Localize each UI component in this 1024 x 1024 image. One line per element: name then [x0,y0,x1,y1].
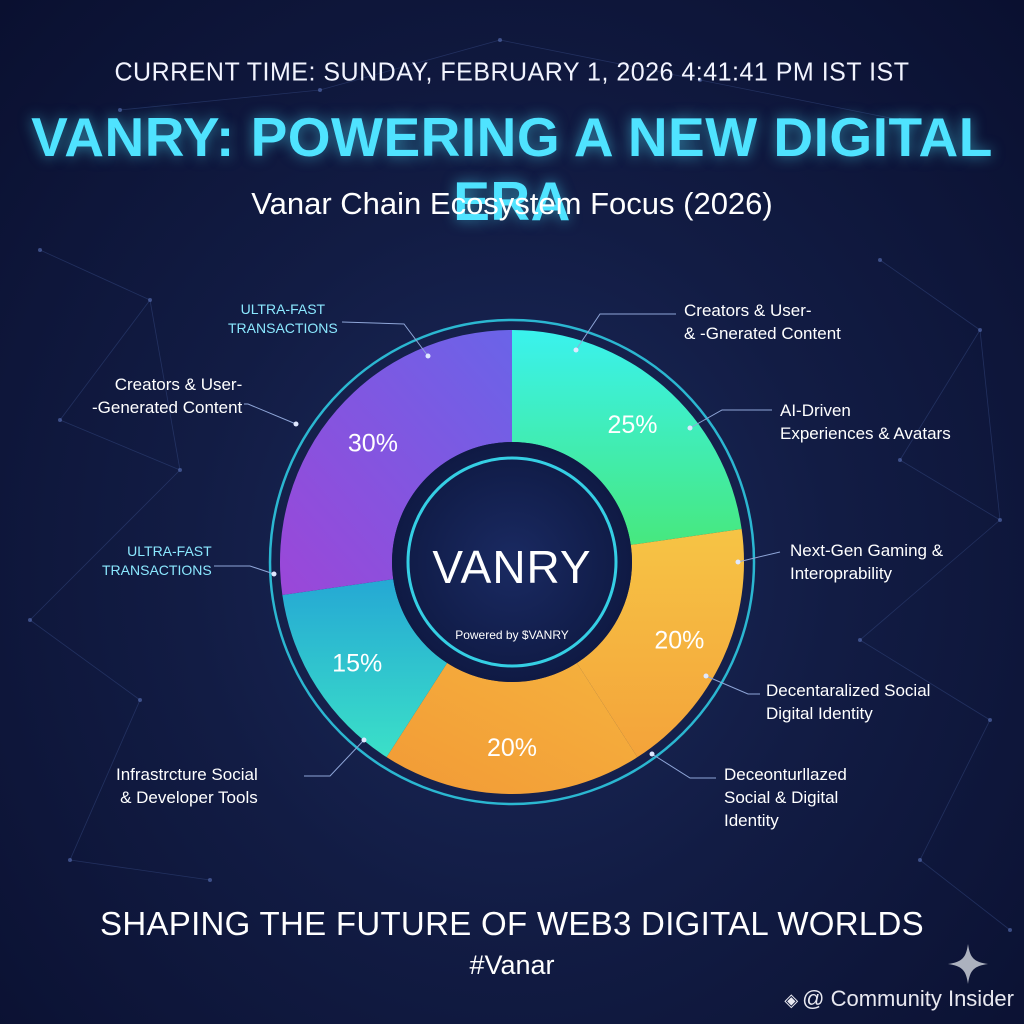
pie-slice-3 [386,662,638,794]
pie-slice-4 [282,579,448,758]
network-node [978,328,982,332]
annotation-ultra-fast-top: ULTRA-FAST TRANSACTIONS [228,301,338,336]
annotation-ultra-fast-left: ULTRA-FAST TRANSACTIONS [102,543,212,578]
annotation-deceonturllazed: Deceonturllazed Social & Digital Identit… [724,765,847,830]
network-node [118,108,122,112]
network-node [498,38,502,42]
network-line [699,79,901,121]
pie-slice-1 [512,330,742,545]
network-node [318,88,322,92]
pie-slice-2 [576,528,744,758]
network-line [69,859,211,881]
inner-ring [406,456,618,668]
network-line [899,329,981,461]
leader-line-9 [341,321,429,357]
donut-hole [392,442,632,682]
annotation-creators-left: Creators & User- -Generated Content [92,375,243,417]
center-label: VANRY [432,541,592,593]
leader-line-3 [737,551,781,563]
leader-dot-3 [735,559,741,565]
network-line [39,249,151,301]
binance-logo-icon: ◈ [784,990,799,1010]
leader-line-2 [689,409,772,429]
network-node [28,618,32,622]
center-sublabel: Powered by $VANRY [455,628,569,642]
network-node [138,698,142,702]
annotation-next-gen-gaming: Next-Gen Gaming & Interoprability [790,541,944,583]
leader-dot-4 [703,673,709,679]
network-line [29,619,141,701]
watermark-text: @ Community Insider [802,986,1014,1011]
network-node [918,858,922,862]
leader-line-7 [214,565,275,575]
annotation-infrastructure: Infrastrcture Social & Developer Tools [116,765,258,807]
network-node [698,78,702,82]
slice-label-4: 15% [332,649,382,677]
page-subtitle: Vanar Chain Ecosystem Focus (2026) [251,186,773,221]
leader-dot-5 [649,751,655,757]
network-line [859,639,991,721]
network-line [29,469,181,621]
slice-label-3: 20% [487,734,537,762]
network-line [59,299,151,421]
network-line [859,519,1001,641]
network-node [988,718,992,722]
leader-dot-2 [687,425,693,431]
watermark: ◈ @ Community Insider [784,986,1014,1012]
network-node [858,638,862,642]
slice-label-1: 25% [607,411,657,439]
network-node [178,468,182,472]
network-line [319,39,501,91]
outer-ring [268,318,756,806]
leader-dot-9 [425,353,431,359]
network-line [899,459,1001,521]
leader-dot-8 [293,421,299,427]
slice-label-2: 20% [654,626,704,654]
footer-hashtag: #Vanar [469,950,555,980]
network-line [979,329,1001,521]
leader-line-1 [575,313,676,351]
sparkle-icon [948,944,988,984]
network-node [898,118,902,122]
pie-slice-5 [280,330,512,596]
leader-dot-6 [361,737,367,743]
network-line [919,719,991,861]
annotation-creators-right: Creators & User- & -Gnerated Content [684,301,841,343]
network-node [1008,928,1012,932]
network-line [149,299,181,471]
network-line [69,699,141,861]
leader-line-8 [244,403,297,425]
network-line [119,89,321,111]
network-node [878,258,882,262]
network-node [148,298,152,302]
network-node [998,518,1002,522]
network-line [59,419,181,471]
network-node [68,858,72,862]
network-line [879,259,981,331]
slice-label-5: 30% [348,430,398,458]
leader-dot-7 [271,571,277,577]
leader-dot-1 [573,347,579,353]
leader-line-5 [651,753,716,779]
network-node [898,458,902,462]
network-line [919,859,1011,931]
leader-line-4 [705,675,760,695]
network-node [58,418,62,422]
network-node [208,878,212,882]
annotation-ai-driven: AI-Driven Experiences & Avatars [780,401,951,443]
network-node [38,248,42,252]
leader-line-6 [304,739,365,777]
annotation-decentralized-social: Decentaralized Social Digital Identity [766,681,931,723]
footer-tagline: SHAPING THE FUTURE OF WEB3 DIGITAL WORLD… [100,905,924,942]
current-time-text: CURRENT TIME: SUNDAY, FEBRUARY 1, 2026 4… [114,57,910,87]
network-line [499,39,701,81]
page-title: VANRY: POWERING A NEW DIGITAL ERA [31,106,993,232]
